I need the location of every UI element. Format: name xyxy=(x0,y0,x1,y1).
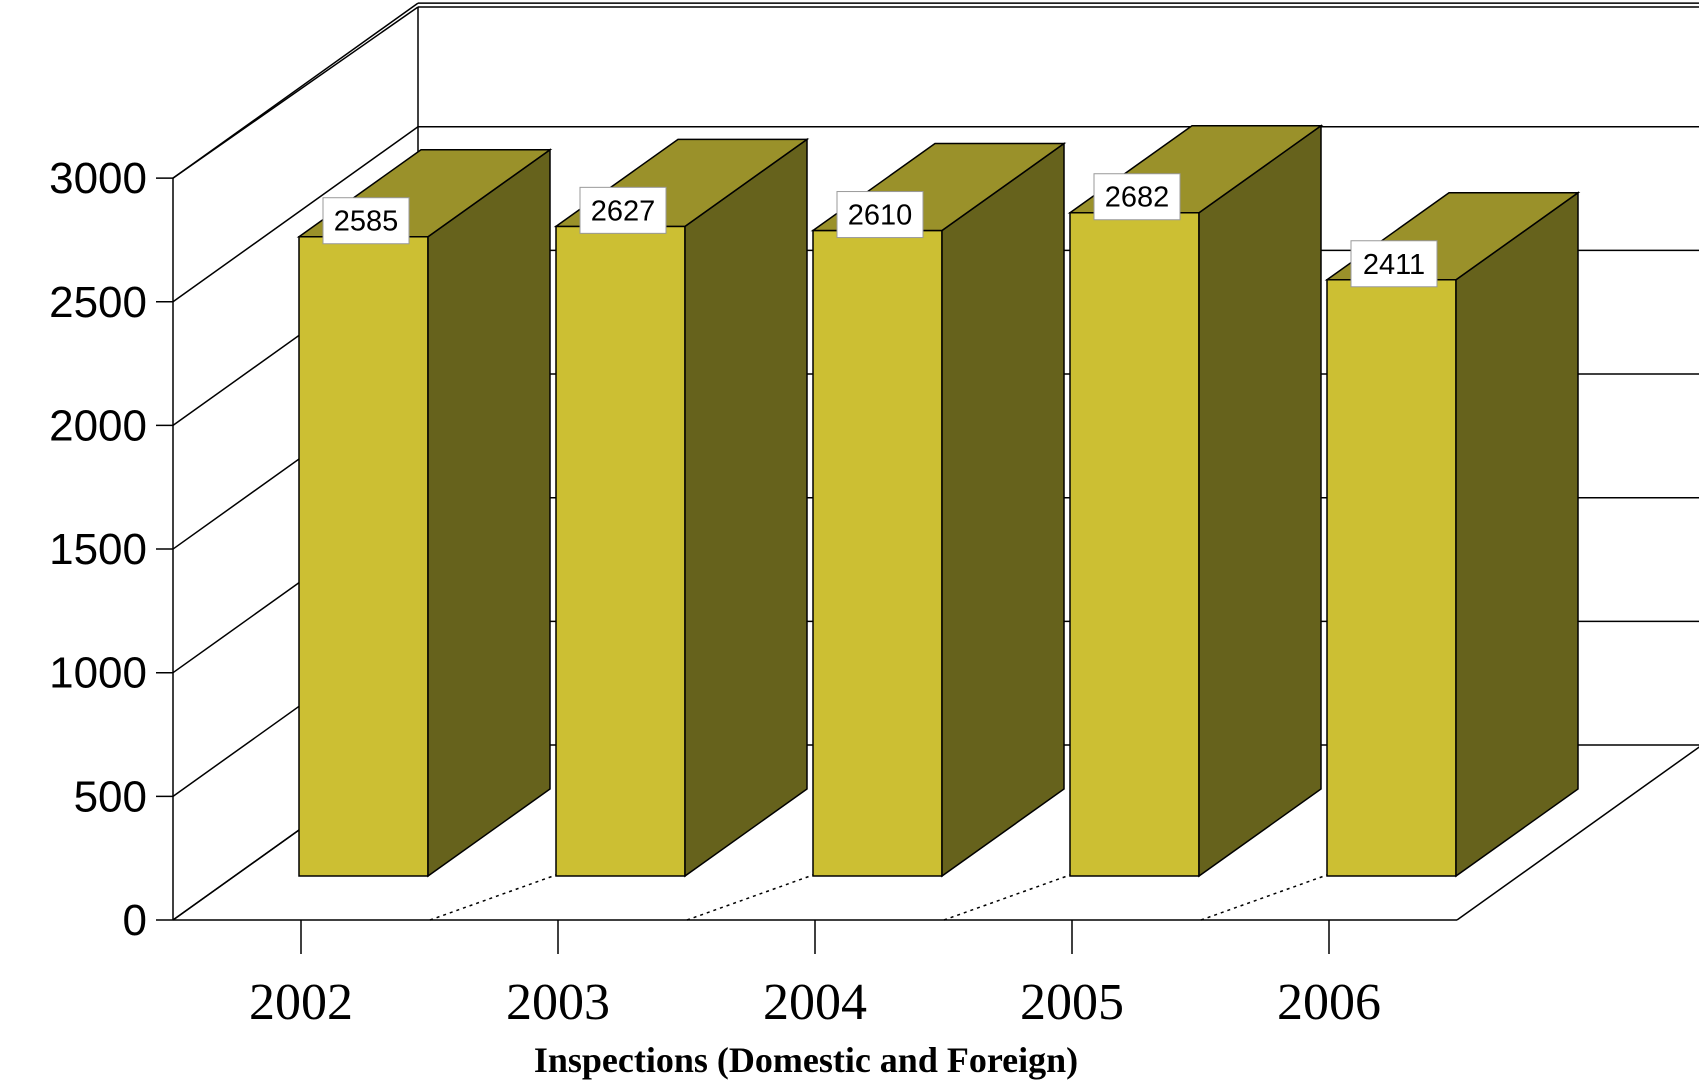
data-label-box-2004 xyxy=(836,191,924,239)
bar-front-2002 xyxy=(298,235,429,877)
x-tick-label-2004: 2004 xyxy=(763,974,867,1031)
y-axis-ticks: 0 500 1000 1500 2000 2500 3000 xyxy=(49,154,173,945)
y-tick-label-1: 500 xyxy=(74,772,147,821)
bar-side-2005 xyxy=(1198,124,1322,878)
data-label-box-2003 xyxy=(579,186,667,234)
y-tick-label-6: 3000 xyxy=(49,154,147,203)
bar-2002: 2585 xyxy=(296,148,553,878)
x-axis-label: Inspections (Domestic and Foreign) xyxy=(534,1040,1078,1080)
y-tick-label-2: 1000 xyxy=(49,649,147,698)
floor-separator-2 xyxy=(686,874,814,921)
bar-2004: 2610 xyxy=(810,142,1067,878)
gridline-left-6 xyxy=(172,2,419,179)
bar-side-2002 xyxy=(427,148,551,878)
bar-side-2004 xyxy=(941,142,1065,878)
data-label-2004: 2610 xyxy=(848,200,913,232)
x-tick-label-2002: 2002 xyxy=(249,974,353,1031)
data-label-2002: 2585 xyxy=(334,206,399,238)
bar-side-2006 xyxy=(1455,191,1579,878)
data-label-box-2005 xyxy=(1093,173,1181,221)
y-tick-label-4: 2000 xyxy=(49,401,147,450)
data-label-box-2006 xyxy=(1350,240,1438,288)
x-tick-label-2003: 2003 xyxy=(506,974,610,1031)
x-axis-ticks: 2002 2003 2004 2005 2006 xyxy=(249,920,1381,1031)
gridline-left-5 xyxy=(172,126,419,303)
floor-separator-1 xyxy=(429,874,557,921)
bar-2006: 2411 xyxy=(1324,191,1581,878)
bar-front-2006 xyxy=(1326,279,1457,877)
data-label-box-2002 xyxy=(322,197,410,245)
data-label-2003: 2627 xyxy=(591,195,656,227)
x-tick-label-2005: 2005 xyxy=(1020,974,1124,1031)
floor-separator-3 xyxy=(943,874,1071,921)
bar-side-2003 xyxy=(684,137,808,878)
floor-separator-4 xyxy=(1200,874,1328,921)
x-tick-label-2006: 2006 xyxy=(1277,974,1381,1031)
bar-2003: 2627 xyxy=(553,137,810,878)
data-label-2005: 2682 xyxy=(1105,182,1170,214)
bar-front-2003 xyxy=(555,225,686,877)
bar-front-2004 xyxy=(812,229,943,877)
y-tick-label-3: 1500 xyxy=(49,525,147,574)
bars: 2585 2627 2610 2682 2411 xyxy=(296,124,1581,921)
bar-2005: 2682 xyxy=(1067,124,1324,878)
floor-right-edge xyxy=(1456,746,1699,921)
y-tick-label-5: 2500 xyxy=(49,278,147,327)
bar-front-2005 xyxy=(1069,211,1200,877)
y-tick-label-0: 0 xyxy=(123,896,147,945)
data-label-2006: 2411 xyxy=(1363,249,1425,281)
